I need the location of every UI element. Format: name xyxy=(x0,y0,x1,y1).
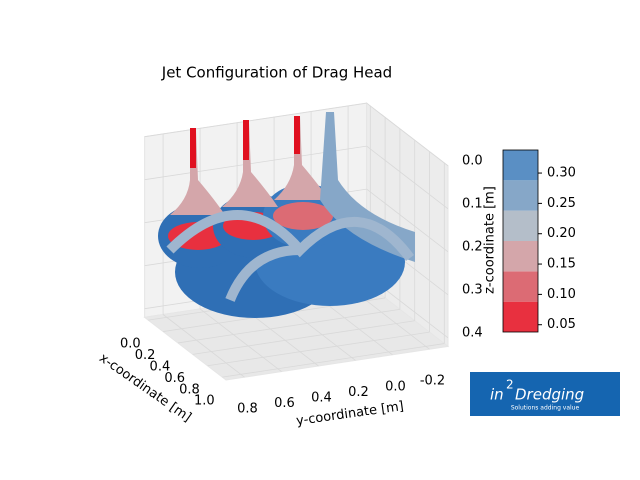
x-tick-label: 0.4 xyxy=(150,359,171,374)
jet-tip xyxy=(243,120,249,160)
y-tick-label: 0.0 xyxy=(385,379,406,394)
grid-line xyxy=(192,320,415,355)
colorbar-band xyxy=(503,210,538,241)
jet-tip xyxy=(190,128,196,168)
grid-line xyxy=(222,343,445,378)
colorbar-label: z-coordinate [m] xyxy=(483,186,498,294)
y-tick-label: 0.2 xyxy=(348,385,369,400)
x-tick-label: 0.6 xyxy=(164,371,185,386)
colorbar-tick-label: 0.15 xyxy=(547,257,576,272)
x-tick-label: 0.0 xyxy=(120,337,141,352)
colorbar-frame xyxy=(502,149,539,333)
logo: in 2 Dredging Solutions adding value xyxy=(470,372,620,416)
colorbar-band xyxy=(503,241,538,272)
jet-spike xyxy=(222,122,278,207)
logo-tagline: Solutions adding value xyxy=(511,405,580,412)
grid-line xyxy=(199,308,282,372)
colorbar-tick-label: 0.10 xyxy=(547,287,576,302)
axes: 0.00.20.40.60.81.00.8 0.6 0.4 0.2 0.0 -0.20.0… xyxy=(120,153,483,416)
z-tick-label: 0.4 xyxy=(462,325,483,340)
y-tick-label: 0.4 xyxy=(311,391,332,406)
grid-line xyxy=(366,188,449,253)
grid-line xyxy=(162,314,245,378)
y-tick-label: -0.2 xyxy=(420,374,445,389)
grid-line xyxy=(144,102,367,138)
y-tick-label: 0.6 xyxy=(274,396,295,411)
colorbar-tick-label: 0.20 xyxy=(547,226,576,241)
colorbar-tick-label: 0.25 xyxy=(547,196,576,211)
grid-line xyxy=(366,145,449,210)
jet-tip xyxy=(294,116,300,154)
y-tick-label: 0.8 xyxy=(237,402,258,417)
x-tick-label: 0.8 xyxy=(179,382,200,397)
colorbar-band xyxy=(503,301,538,332)
logo-prefix: in xyxy=(490,386,504,404)
colorbar: 0.05 0.10 0.15 0.20 0.25 0.30 xyxy=(502,149,576,333)
x-tick-label: 1.0 xyxy=(194,394,215,409)
z-tick-label: 0.3 xyxy=(462,282,483,297)
grid-line xyxy=(207,331,430,367)
jet-spike xyxy=(170,130,225,215)
z-tick-label: 0.2 xyxy=(462,239,483,254)
jets xyxy=(158,112,415,318)
jet-arc xyxy=(225,245,301,302)
grid-line xyxy=(366,102,449,167)
x-tick-label: 0.2 xyxy=(135,348,156,363)
logo-mark: 2 xyxy=(506,378,514,392)
chart-title: Jet Configuration of Drag Head xyxy=(161,64,392,82)
colorbar-band xyxy=(503,271,538,302)
disk-core xyxy=(273,202,333,230)
colorbar-band xyxy=(503,180,538,211)
logo-box xyxy=(470,372,620,416)
jet-spike xyxy=(274,116,329,200)
colorbar-tick-label: 0.30 xyxy=(547,166,576,181)
z-tick-label: 0.1 xyxy=(462,196,483,211)
colorbar-band xyxy=(503,150,538,181)
grid-line xyxy=(177,308,400,344)
logo-brand: Dredging xyxy=(515,386,584,404)
z-tick-label: 0.0 xyxy=(462,153,483,168)
colorbar-tick-label: 0.05 xyxy=(547,317,576,332)
